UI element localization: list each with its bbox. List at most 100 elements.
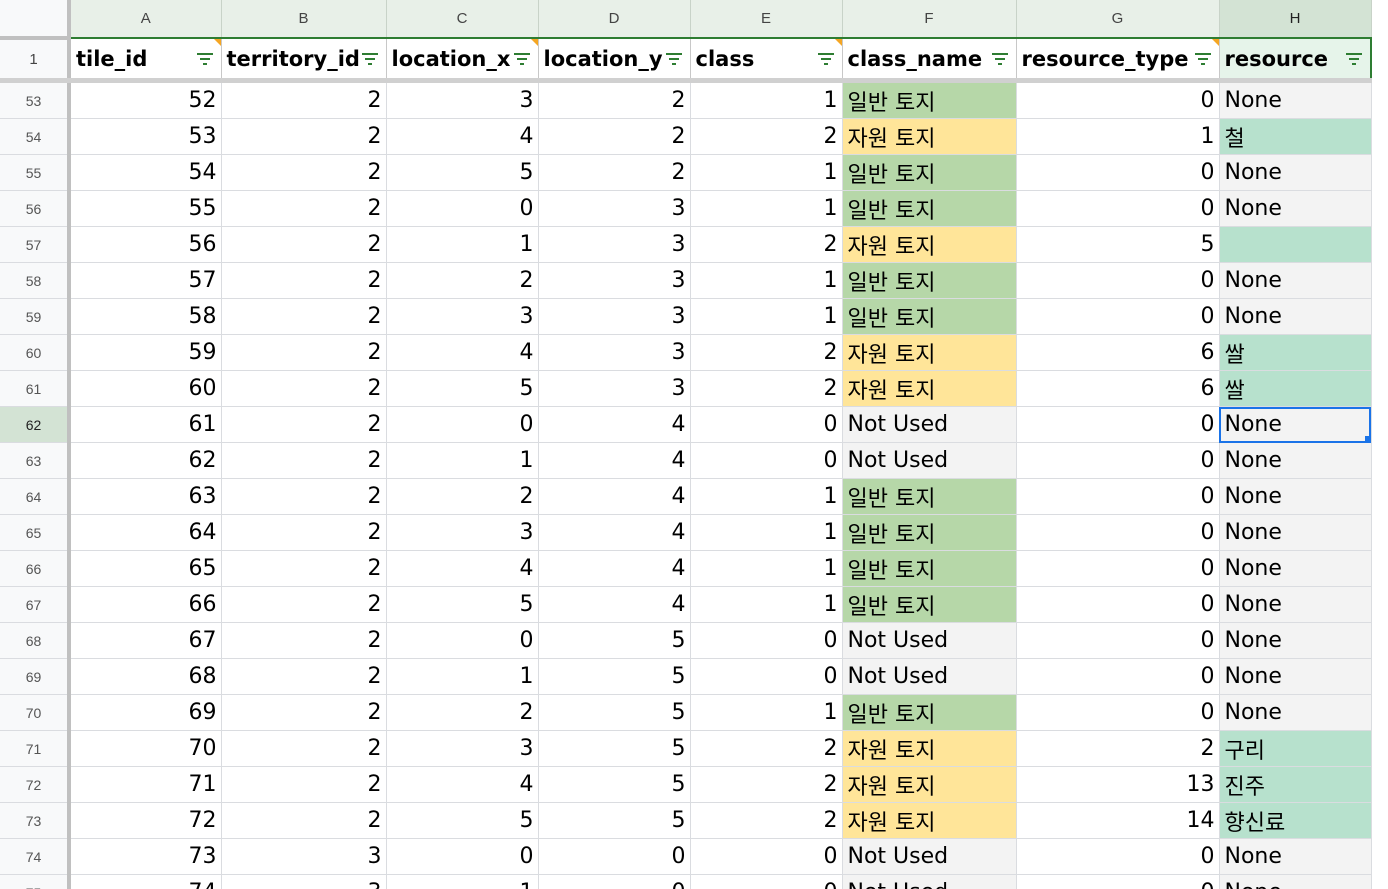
row-header[interactable]: 54 (0, 118, 71, 155)
filter-icon[interactable] (513, 53, 530, 65)
fill-handle[interactable] (1364, 436, 1370, 442)
cell-location-y[interactable]: 5 (538, 730, 691, 767)
column-header-d[interactable]: D (538, 0, 691, 39)
cell-location-y[interactable]: 3 (538, 334, 691, 371)
column-header-f[interactable]: F (842, 0, 1017, 39)
cell-class[interactable]: 1 (690, 154, 843, 191)
cell-class[interactable]: 2 (690, 766, 843, 803)
cell-resource[interactable]: None (1219, 190, 1372, 227)
cell-class[interactable]: 1 (690, 478, 843, 515)
row-header[interactable]: 61 (0, 370, 71, 407)
header-cell-class-name[interactable]: class_name (842, 37, 1017, 83)
cell-class[interactable]: 2 (690, 730, 843, 767)
header-cell-class[interactable]: class (690, 37, 843, 83)
cell-location-y[interactable]: 3 (538, 298, 691, 335)
row-header[interactable]: 71 (0, 730, 71, 767)
cell-location-y[interactable]: 5 (538, 694, 691, 731)
cell-tile-id[interactable]: 60 (69, 370, 222, 407)
filter-icon[interactable] (817, 53, 834, 65)
cell-location-x[interactable]: 3 (386, 298, 539, 335)
cell-territory-id[interactable]: 2 (221, 118, 387, 155)
cell-resource[interactable]: None (1219, 478, 1372, 515)
cell-class[interactable]: 2 (690, 226, 843, 263)
cell-resource-type[interactable]: 0 (1016, 190, 1220, 227)
cell-class-name[interactable]: 일반 토지 (842, 154, 1017, 191)
cell-resource[interactable]: None (1219, 406, 1372, 443)
cell-location-x[interactable]: 0 (386, 406, 539, 443)
cell-class-name[interactable]: 자원 토지 (842, 766, 1017, 803)
cell-territory-id[interactable]: 2 (221, 730, 387, 767)
cell-class[interactable]: 2 (690, 370, 843, 407)
filter-icon[interactable] (1194, 53, 1211, 65)
cell-tile-id[interactable]: 66 (69, 586, 222, 623)
cell-location-y[interactable]: 4 (538, 478, 691, 515)
cell-tile-id[interactable]: 57 (69, 262, 222, 299)
column-header-g[interactable]: G (1016, 0, 1220, 39)
cell-resource[interactable]: None (1219, 514, 1372, 551)
cell-location-x[interactable]: 2 (386, 694, 539, 731)
cell-location-y[interactable]: 5 (538, 766, 691, 803)
cell-tile-id[interactable]: 59 (69, 334, 222, 371)
cell-tile-id[interactable]: 65 (69, 550, 222, 587)
cell-location-x[interactable]: 1 (386, 226, 539, 263)
cell-class-name[interactable]: Not Used (842, 406, 1017, 443)
column-header-a[interactable]: A (69, 0, 222, 39)
cell-class[interactable]: 1 (690, 514, 843, 551)
cell-location-x[interactable]: 4 (386, 766, 539, 803)
cell-tile-id[interactable]: 61 (69, 406, 222, 443)
cell-territory-id[interactable]: 2 (221, 334, 387, 371)
cell-class-name[interactable]: 일반 토지 (842, 262, 1017, 299)
cell-resource-type[interactable]: 0 (1016, 838, 1220, 875)
cell-resource[interactable]: None (1219, 262, 1372, 299)
cell-class[interactable]: 0 (690, 622, 843, 659)
cell-tile-id[interactable]: 62 (69, 442, 222, 479)
cell-resource-type[interactable]: 0 (1016, 550, 1220, 587)
row-header[interactable]: 56 (0, 190, 71, 227)
cell-tile-id[interactable]: 58 (69, 298, 222, 335)
cell-territory-id[interactable]: 2 (221, 262, 387, 299)
cell-resource-type[interactable]: 2 (1016, 730, 1220, 767)
cell-territory-id[interactable]: 3 (221, 838, 387, 875)
cell-resource-type[interactable]: 0 (1016, 514, 1220, 551)
cell-class-name[interactable]: 일반 토지 (842, 694, 1017, 731)
cell-territory-id[interactable]: 2 (221, 406, 387, 443)
cell-tile-id[interactable]: 56 (69, 226, 222, 263)
cell-tile-id[interactable]: 71 (69, 766, 222, 803)
cell-resource[interactable]: None (1219, 442, 1372, 479)
row-header[interactable]: 67 (0, 586, 71, 623)
cell-class-name[interactable]: Not Used (842, 442, 1017, 479)
cell-location-x[interactable]: 3 (386, 514, 539, 551)
cell-resource-type[interactable]: 0 (1016, 478, 1220, 515)
cell-location-y[interactable]: 0 (538, 838, 691, 875)
cell-territory-id[interactable]: 2 (221, 802, 387, 839)
column-header-h[interactable]: H (1219, 0, 1372, 39)
cell-location-y[interactable]: 5 (538, 622, 691, 659)
cell-location-y[interactable]: 2 (538, 80, 691, 119)
row-header[interactable]: 64 (0, 478, 71, 515)
cell-tile-id[interactable]: 55 (69, 190, 222, 227)
cell-territory-id[interactable]: 2 (221, 190, 387, 227)
cell-location-x[interactable]: 3 (386, 730, 539, 767)
cell-location-y[interactable]: 3 (538, 262, 691, 299)
cell-location-x[interactable]: 5 (386, 154, 539, 191)
cell-resource-type[interactable]: 0 (1016, 658, 1220, 695)
cell-class-name[interactable]: 일반 토지 (842, 514, 1017, 551)
cell-territory-id[interactable]: 2 (221, 658, 387, 695)
filter-icon[interactable] (196, 53, 213, 65)
cell-tile-id[interactable]: 67 (69, 622, 222, 659)
cell-tile-id[interactable]: 63 (69, 478, 222, 515)
cell-territory-id[interactable]: 2 (221, 154, 387, 191)
cell-resource-type[interactable]: 14 (1016, 802, 1220, 839)
cell-territory-id[interactable]: 2 (221, 622, 387, 659)
cell-class[interactable]: 2 (690, 802, 843, 839)
cell-class[interactable]: 0 (690, 874, 843, 889)
cell-tile-id[interactable]: 72 (69, 802, 222, 839)
cell-class-name[interactable]: 자원 토지 (842, 370, 1017, 407)
cell-territory-id[interactable]: 2 (221, 226, 387, 263)
cell-territory-id[interactable]: 2 (221, 442, 387, 479)
cell-resource[interactable]: None (1219, 838, 1372, 875)
cell-territory-id[interactable]: 2 (221, 586, 387, 623)
cell-territory-id[interactable]: 3 (221, 874, 387, 889)
cell-resource[interactable]: None (1219, 874, 1372, 889)
cell-class-name[interactable]: 자원 토지 (842, 730, 1017, 767)
